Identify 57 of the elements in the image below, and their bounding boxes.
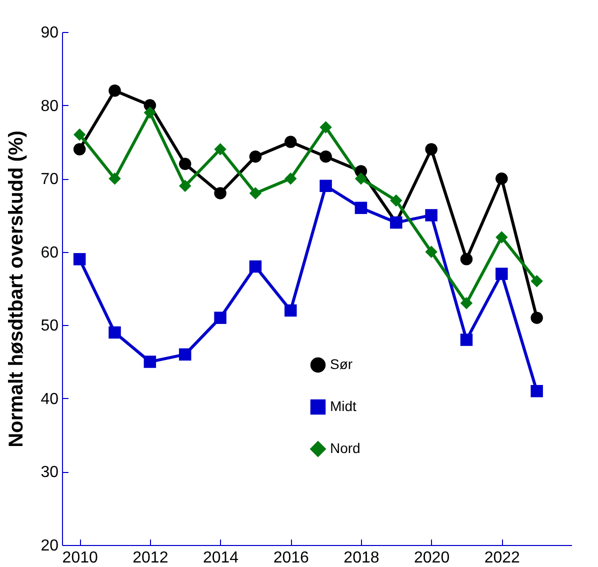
- point: [354, 202, 368, 214]
- point: [496, 268, 508, 280]
- point: [390, 194, 402, 207]
- x-tick-label: 2020: [414, 550, 450, 566]
- y-axis-title: Normalt høsdtbart overskudd (%): [6, 130, 28, 448]
- point: [460, 297, 473, 310]
- point: [496, 231, 508, 244]
- point: [144, 106, 156, 119]
- point: [108, 172, 121, 185]
- point: [178, 158, 192, 170]
- x-tick-label: 2018: [344, 550, 380, 566]
- x-tick-label: 2022: [484, 550, 520, 566]
- x-tick-label: 2010: [62, 550, 98, 566]
- point: [249, 150, 262, 163]
- y-tick-label: 80: [40, 98, 59, 115]
- point: [144, 356, 156, 368]
- point: [73, 128, 86, 141]
- point: [460, 334, 473, 346]
- legend-label: Nord: [330, 440, 360, 456]
- point: [178, 180, 192, 192]
- point: [284, 304, 297, 317]
- x-tick-label: 2014: [202, 550, 239, 566]
- point: [73, 143, 86, 156]
- point: [320, 150, 332, 163]
- point: [249, 187, 262, 200]
- y-tick-label: 90: [40, 24, 59, 42]
- point: [284, 172, 297, 185]
- point: [214, 187, 226, 200]
- point: [425, 209, 438, 222]
- point: [73, 253, 86, 266]
- point: [320, 180, 332, 192]
- point: [320, 121, 332, 134]
- point: [425, 246, 438, 258]
- point: [530, 312, 543, 324]
- point: [425, 143, 438, 156]
- legend-label: Midt: [330, 398, 357, 414]
- point: [249, 260, 262, 273]
- y-tick-label: 20: [40, 538, 59, 554]
- point: [214, 312, 226, 324]
- point: [108, 84, 121, 97]
- y-tick-label: 70: [40, 171, 59, 188]
- y-tick-label: 40: [40, 390, 59, 408]
- y-tick-label: 30: [40, 464, 59, 482]
- x-tick-label: 2012: [132, 550, 168, 566]
- point: [354, 172, 368, 185]
- y-tick-label: 60: [40, 244, 59, 262]
- point: [108, 326, 121, 339]
- point: [214, 143, 226, 156]
- point: [178, 348, 192, 361]
- point: [530, 384, 543, 398]
- point: [496, 172, 508, 185]
- y-tick-label: 50: [40, 318, 59, 335]
- point: [530, 275, 543, 288]
- point: [460, 253, 473, 266]
- x-tick-label: 2016: [273, 550, 310, 566]
- point: [284, 136, 297, 148]
- legend-label: Sør: [330, 356, 353, 372]
